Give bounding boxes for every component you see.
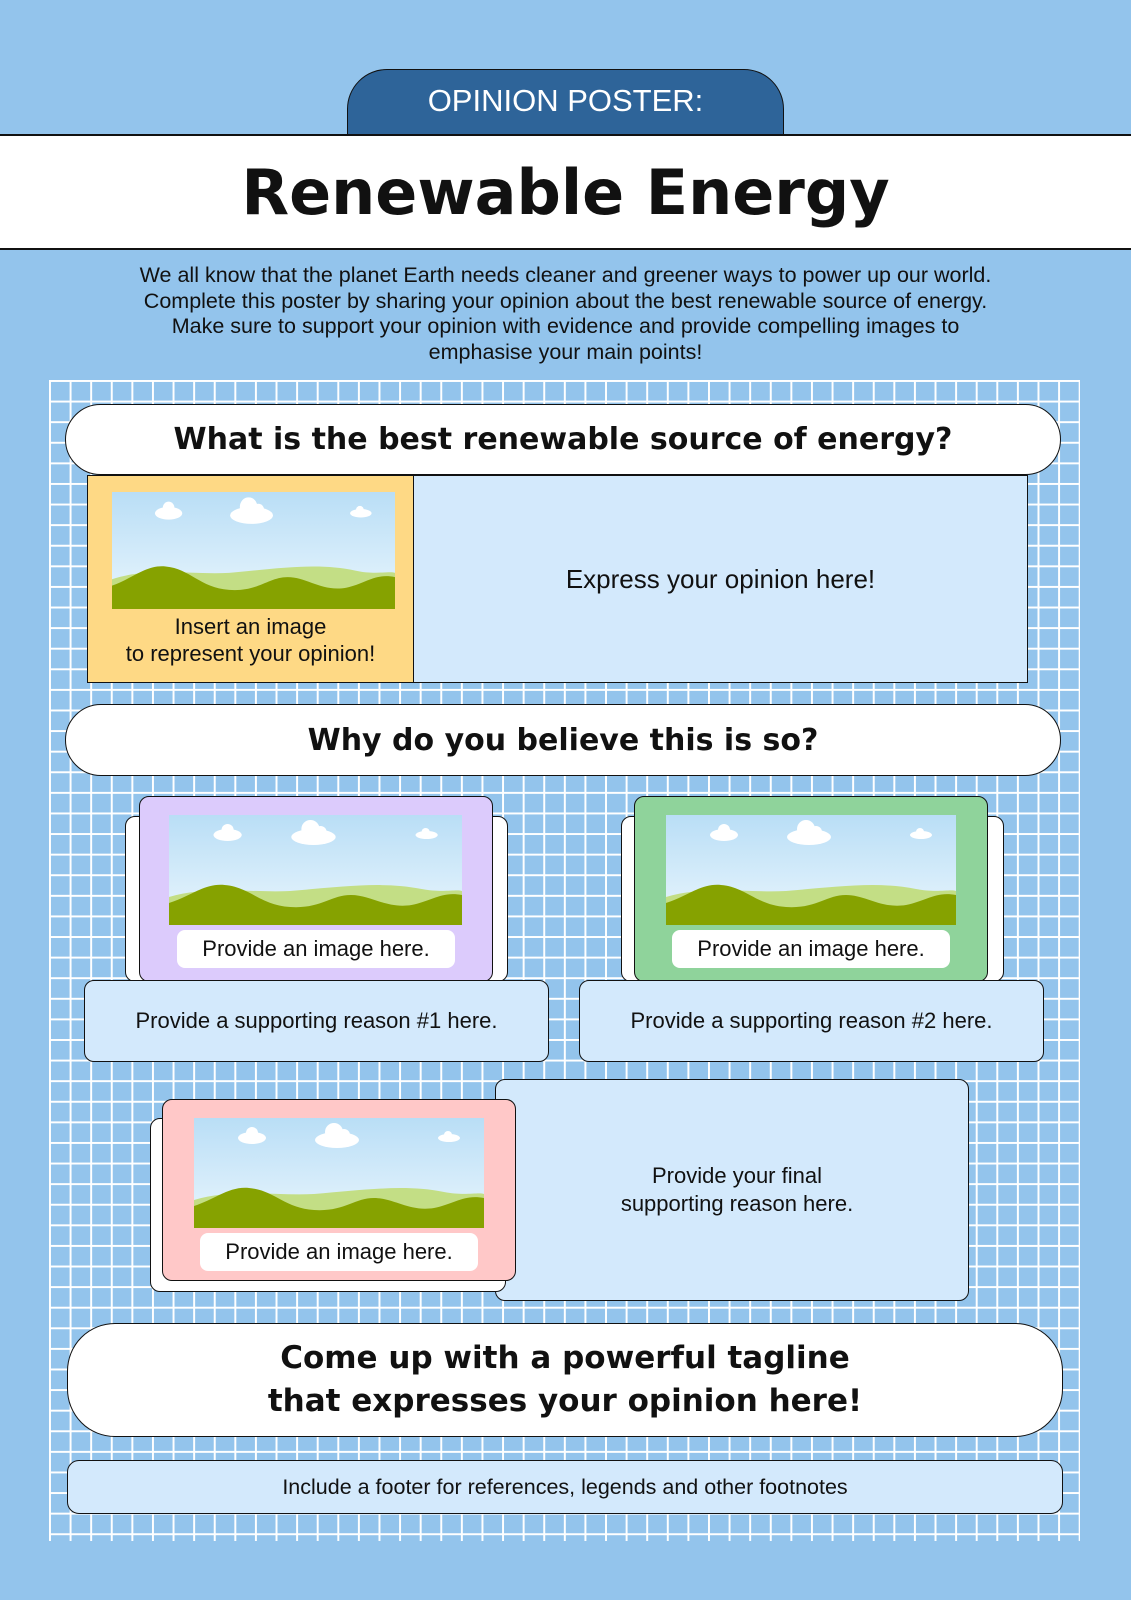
reason-box: Provide a supporting reason #1 here.	[84, 980, 549, 1062]
caption-text: Provide an image here.	[697, 936, 925, 961]
why-text: Why do you believe this is so?	[307, 722, 819, 758]
landscape	[194, 1118, 484, 1228]
reason-image-card: Provide an image here.	[634, 796, 988, 982]
header-label: OPINION POSTER:	[347, 69, 784, 139]
reason-text: Provide a supporting reason #2 here.	[630, 1008, 993, 1033]
intro: We all know that the planet Earth needs …	[0, 263, 1131, 366]
question: What is the best renewable source of ene…	[65, 404, 1061, 475]
caption-line: to represent your opinion!	[125, 641, 376, 666]
caption-line: Insert an image	[174, 614, 327, 639]
reason-image-card: Provide an image here.	[139, 796, 493, 982]
intro-line: Complete this poster by sharing your opi…	[143, 288, 988, 313]
opinion-panel: Express your opinion here!	[413, 475, 1028, 683]
landscape	[169, 815, 462, 925]
why: Why do you believe this is so?	[65, 704, 1061, 776]
header-label-text: OPINION POSTER:	[427, 83, 704, 118]
placeholder-image	[666, 815, 956, 925]
opinion-image-card: Insert an image to represent your opinio…	[87, 475, 414, 683]
landscape	[666, 815, 956, 925]
question-text: What is the best renewable source of ene…	[173, 422, 953, 457]
final-line: supporting reason here.	[620, 1191, 854, 1216]
tagline-line: that expresses your opinion here!	[267, 1383, 863, 1419]
footer: Include a footer for references, legends…	[67, 1460, 1063, 1514]
image-caption: Provide an image here.	[177, 930, 455, 968]
final-image-card: Provide an image here.	[162, 1099, 516, 1281]
tagline-line: Come up with a powerful tagline	[280, 1340, 850, 1376]
caption-text: Provide an image here.	[202, 936, 430, 961]
caption-text: Provide an image here.	[225, 1239, 453, 1264]
image-caption: Provide an image here.	[200, 1233, 478, 1271]
reason-box: Provide a supporting reason #2 here.	[579, 980, 1044, 1062]
opinion-text: Express your opinion here!	[565, 563, 876, 594]
intro-line: emphasise your main points!	[428, 340, 703, 365]
opinion-image-caption: Insert an image to represent your opinio…	[88, 613, 413, 667]
landscape	[112, 492, 395, 609]
final-panel: Provide your final supporting reason her…	[495, 1079, 969, 1301]
placeholder-image	[112, 492, 395, 609]
placeholder-image	[169, 815, 462, 925]
image-caption: Provide an image here.	[672, 930, 950, 968]
title-band: Renewable Energy	[0, 134, 1131, 250]
final-line: Provide your final	[652, 1163, 822, 1188]
placeholder-image	[194, 1118, 484, 1228]
intro-line: We all know that the planet Earth needs …	[139, 263, 992, 287]
intro-line: Make sure to support your opinion with e…	[171, 314, 960, 339]
reason-text: Provide a supporting reason #1 here.	[135, 1008, 498, 1033]
footer-text: Include a footer for references, legends…	[282, 1474, 848, 1499]
tagline: Come up with a powerful tagline that exp…	[67, 1323, 1063, 1437]
title: Renewable Energy	[241, 155, 890, 229]
